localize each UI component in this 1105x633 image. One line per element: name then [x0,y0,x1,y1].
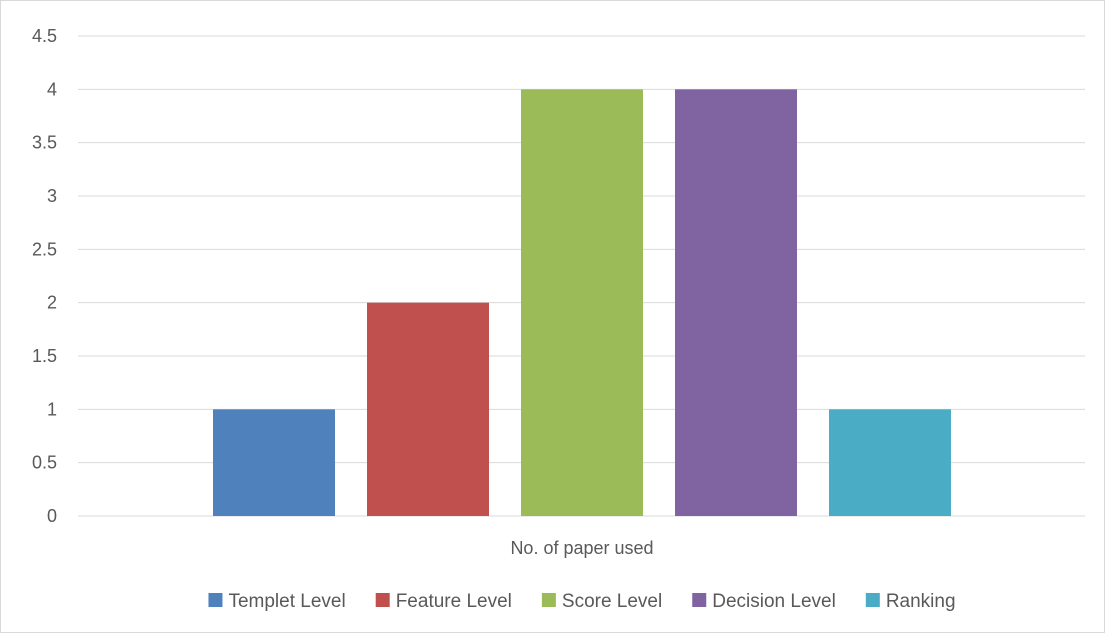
legend-label: Decision Level [712,591,836,612]
legend: Templet Level Feature Level Score Level Dec… [208,591,956,612]
bar-templet-level [213,409,335,516]
y-tick-label: 2 [47,293,57,313]
bars [213,89,951,516]
legend-item-templet-level: Templet Level [208,591,346,612]
y-tick-label: 4 [47,79,57,99]
legend-label: Ranking [886,591,956,612]
legend-swatch [692,593,707,607]
y-tick-label: 1 [47,399,57,419]
legend-swatch [208,593,223,607]
legend-label: Templet Level [228,591,345,612]
bar-feature-level [367,302,489,516]
y-tick-label: 3 [47,186,57,206]
y-axis-tick-labels: 0 0.5 1 1.5 2 2.5 3 3.5 4 4.5 [32,26,57,526]
bar-ranking [829,409,951,516]
y-tick-label: 1.5 [32,346,57,366]
legend-swatch [375,593,390,607]
legend-swatch [865,593,880,607]
legend-item-decision-level: Decision Level [692,591,836,612]
legend-item-feature-level: Feature Level [375,591,512,612]
y-tick-label: 2.5 [32,239,57,259]
legend-item-score-level: Score Level [541,591,662,612]
y-tick-label: 0 [47,506,57,526]
bar-score-level [521,89,643,516]
bar-decision-level [675,89,797,516]
legend-label: Score Level [562,591,662,612]
legend-label: Feature Level [396,591,512,612]
y-tick-label: 0.5 [32,453,57,473]
legend-item-ranking: Ranking [865,591,956,612]
legend-swatch [541,593,556,607]
y-tick-label: 3.5 [32,133,57,153]
x-axis-category-label: No. of paper used [510,538,653,558]
y-tick-label: 4.5 [32,26,57,46]
